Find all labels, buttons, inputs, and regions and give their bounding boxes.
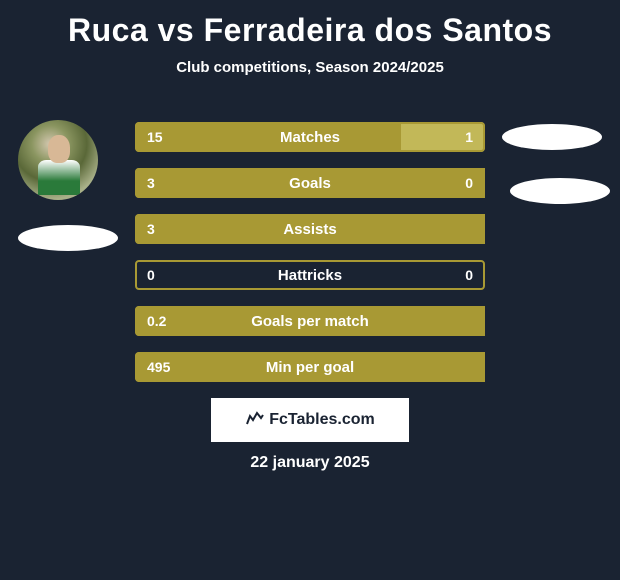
stat-bar: 3Goals0 xyxy=(135,168,485,198)
stat-bar: 0Hattricks0 xyxy=(135,260,485,290)
stat-bar: 495Min per goal xyxy=(135,352,485,382)
stat-label: Goals xyxy=(135,175,485,192)
brand-box: FcTables.com xyxy=(211,398,409,442)
page-title: Ruca vs Ferradeira dos Santos xyxy=(0,0,620,49)
player-right-name-pill-2 xyxy=(510,178,610,204)
brand-text: FcTables.com xyxy=(269,411,375,429)
player-left-avatar xyxy=(18,120,98,200)
player-left-name-pill xyxy=(18,225,118,251)
stat-right-value: 0 xyxy=(465,175,473,191)
stat-label: Assists xyxy=(135,221,485,238)
stat-right-value: 1 xyxy=(465,129,473,145)
stat-label: Hattricks xyxy=(135,267,485,284)
stats-container: 15Matches13Goals03Assists0Hattricks00.2G… xyxy=(135,122,485,398)
subtitle: Club competitions, Season 2024/2025 xyxy=(0,59,620,76)
stat-bar: 3Assists xyxy=(135,214,485,244)
brand-icon xyxy=(245,410,265,431)
date-text: 22 january 2025 xyxy=(0,454,620,472)
stat-bar: 15Matches1 xyxy=(135,122,485,152)
stat-right-value: 0 xyxy=(465,267,473,283)
stat-label: Min per goal xyxy=(135,359,485,376)
stat-label: Goals per match xyxy=(135,313,485,330)
stat-label: Matches xyxy=(135,129,485,146)
stat-bar: 0.2Goals per match xyxy=(135,306,485,336)
player-right-name-pill-1 xyxy=(502,124,602,150)
